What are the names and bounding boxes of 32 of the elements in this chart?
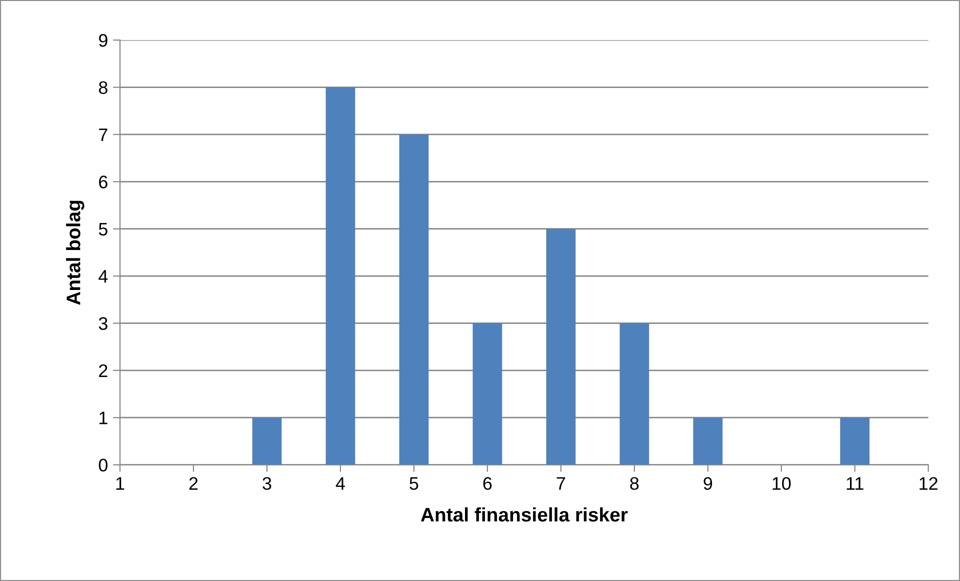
x-tick-label: 8	[630, 477, 639, 490]
bar	[840, 418, 870, 465]
bar	[472, 323, 502, 465]
x-tick-label: 11	[846, 477, 864, 490]
y-tick-label: 2	[99, 364, 108, 377]
y-tick-label: 4	[98, 270, 108, 283]
x-tick-label: 12	[920, 477, 938, 490]
bar	[620, 323, 650, 465]
y-tick-label: 9	[99, 34, 108, 47]
y-tick-label: 7	[99, 128, 108, 142]
x-tick-label: 10	[772, 477, 791, 490]
bar	[399, 134, 429, 465]
y-tick-label: 6	[99, 176, 108, 188]
x-tick-label: 6	[483, 477, 492, 490]
x-tick-label: 4	[336, 477, 345, 490]
y-tick-label: 8	[98, 81, 108, 94]
x-tick-label: 3	[262, 477, 272, 490]
x-tick-label: 9	[704, 477, 712, 490]
bar	[546, 228, 576, 465]
y-tick-label: 5	[98, 222, 108, 236]
x-tick-label: 5	[410, 477, 418, 490]
y-tick-label: 0	[98, 458, 108, 472]
bar	[693, 418, 723, 465]
y-tick-label: 1	[100, 412, 108, 424]
x-tick-label: 7	[556, 477, 566, 490]
x-tick-label: 2	[189, 477, 198, 490]
bar	[326, 87, 356, 465]
x-axis-title: Antal finansiella risker	[420, 507, 628, 522]
bar	[252, 418, 282, 465]
x-tick-label: 1	[116, 477, 124, 490]
y-axis-title: Antal bolag	[66, 200, 84, 305]
y-tick-label: 3	[98, 317, 108, 330]
